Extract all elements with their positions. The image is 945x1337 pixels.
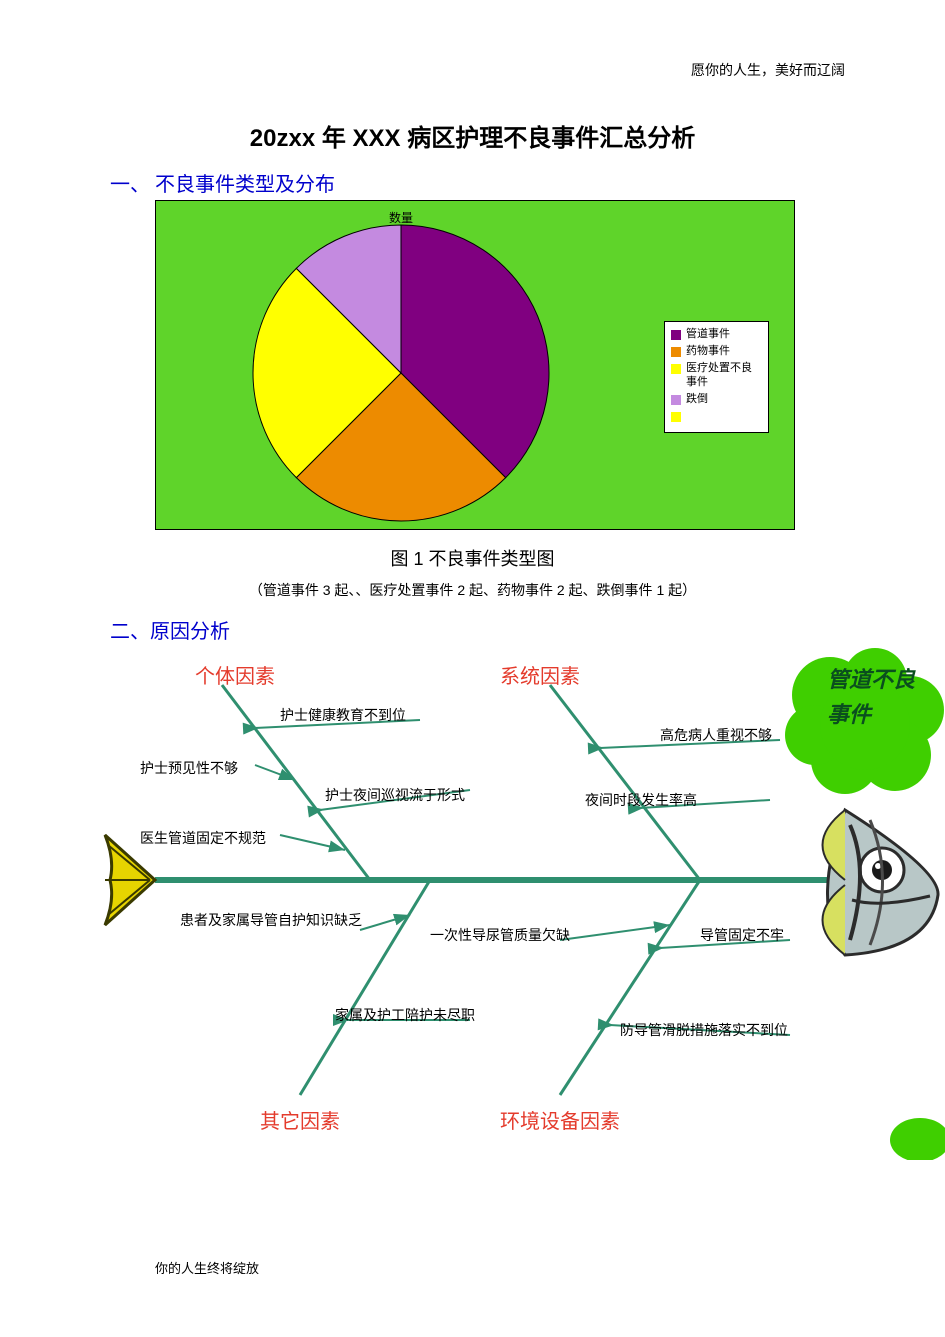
cause-br1: 一次性导尿管质量欠缺 bbox=[430, 925, 570, 945]
cause-br3: 防导管滑脱措施落实不到位 bbox=[620, 1020, 788, 1040]
section-heading-1: 一、 不良事件类型及分布 bbox=[110, 168, 335, 197]
legend-item: 药物事件 bbox=[671, 345, 762, 358]
cause-bl2: 家属及护工陪护未尽职 bbox=[335, 1005, 475, 1025]
decorative-blob bbox=[890, 1118, 945, 1160]
pie-chart-plate: 数量 bbox=[236, 209, 566, 523]
legend-swatch bbox=[671, 347, 681, 357]
cause-tl4: 医生管道固定不规范 bbox=[140, 828, 266, 848]
legend-label: 药物事件 bbox=[686, 345, 730, 358]
figure-caption: 图 1 不良事件类型图 bbox=[0, 545, 945, 571]
legend-swatch bbox=[671, 412, 681, 422]
figure-note: （管道事件 3 起、、医疗处置事件 2 起、药物事件 2 起、跌倒事件 1 起） bbox=[0, 580, 945, 600]
cause-tr2: 夜间时段发生率高 bbox=[585, 790, 697, 810]
pie-chart-container: 数量 管道事件药物事件医疗处置不良事件跌倒 bbox=[155, 200, 795, 530]
legend-item: 医疗处置不良事件 bbox=[671, 362, 762, 388]
legend-label: 医疗处置不良事件 bbox=[686, 362, 762, 388]
legend-swatch bbox=[671, 330, 681, 340]
cause-br2: 导管固定不牢 bbox=[700, 925, 784, 945]
fish-tail-icon bbox=[105, 835, 155, 925]
legend-label: 跌倒 bbox=[686, 393, 708, 406]
legend-item: 跌倒 bbox=[671, 393, 762, 406]
legend-label: 管道事件 bbox=[686, 328, 730, 341]
legend-swatch bbox=[671, 395, 681, 405]
cause-tr1: 高危病人重视不够 bbox=[660, 725, 772, 745]
cause-tl1: 护士健康教育不到位 bbox=[280, 705, 406, 725]
fishbone-svg bbox=[0, 640, 945, 1160]
legend-item: 管道事件 bbox=[671, 328, 762, 341]
cause-bl1: 患者及家属导管自护知识缺乏 bbox=[180, 910, 362, 930]
footer-note: 你的人生终将绽放 bbox=[155, 1258, 259, 1277]
header-note: 愿你的人生，美好而辽阔 bbox=[691, 60, 845, 80]
legend-item-empty bbox=[671, 410, 762, 422]
cause-tl2: 护士预见性不够 bbox=[140, 758, 238, 778]
document-title: 20zxx 年 XXX 病区护理不良事件汇总分析 bbox=[0, 118, 945, 153]
fishbone-diagram: 个体因素 系统因素 其它因素 环境设备因素 管道不良事件 bbox=[0, 640, 945, 1160]
legend-swatch bbox=[671, 364, 681, 374]
fish-head-icon bbox=[823, 810, 939, 955]
cause-tl3: 护士夜间巡视流于形式 bbox=[325, 785, 465, 805]
pie-chart-svg bbox=[251, 223, 551, 523]
pie-legend: 管道事件药物事件医疗处置不良事件跌倒 bbox=[664, 321, 769, 433]
